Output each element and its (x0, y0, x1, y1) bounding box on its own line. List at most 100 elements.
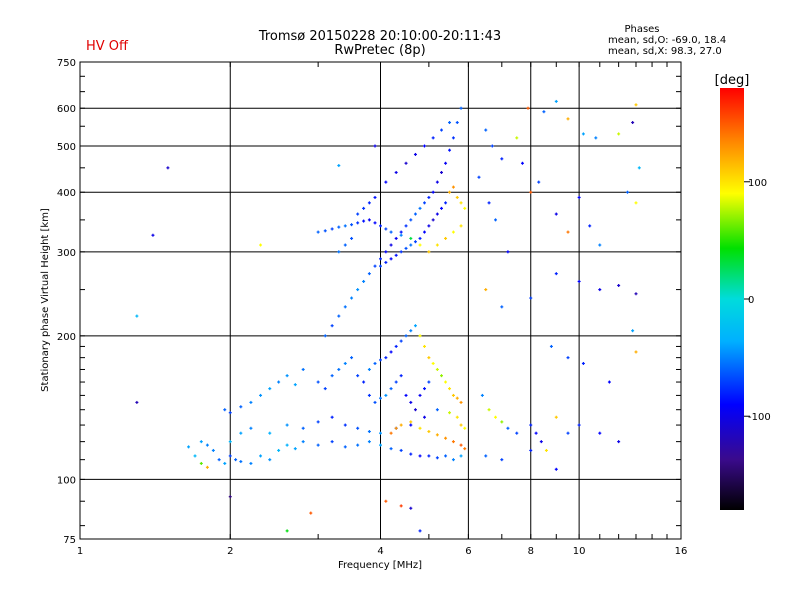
data-point (500, 458, 504, 462)
data-point (448, 148, 452, 152)
data-point (440, 128, 444, 132)
data-point (389, 447, 393, 451)
data-point (422, 230, 426, 234)
data-point (484, 288, 488, 292)
data-point (356, 288, 360, 292)
x-tick-label: 8 (528, 546, 534, 557)
data-point (477, 175, 481, 179)
data-point (451, 440, 455, 444)
data-point (394, 380, 398, 384)
data-point (301, 367, 305, 371)
data-point (549, 344, 553, 348)
data-point (135, 314, 139, 318)
data-point (399, 374, 403, 378)
data-point (529, 448, 533, 452)
data-point (418, 426, 422, 430)
data-point (379, 264, 382, 268)
data-point (384, 499, 388, 503)
data-point (234, 458, 238, 462)
data-point (249, 461, 253, 465)
x-axis-ticks: 1 2 4 6 8 10 16 (77, 62, 688, 557)
data-point (350, 223, 354, 227)
data-point (427, 430, 431, 434)
data-point (309, 511, 313, 515)
data-point (554, 99, 558, 103)
data-point (484, 128, 488, 132)
colorbar-tick-label: 0 (748, 295, 754, 306)
data-point (459, 454, 463, 458)
data-point (356, 426, 360, 430)
data-point (409, 506, 413, 510)
data-point (404, 334, 408, 338)
y-axis-label: Stationary phase Virtual Height [km] (40, 208, 51, 392)
data-point (379, 224, 382, 228)
data-point (330, 374, 334, 378)
data-point (440, 170, 444, 174)
data-point (277, 380, 281, 384)
data-point (594, 136, 598, 140)
data-point (581, 361, 585, 365)
data-point (316, 380, 320, 384)
data-point (529, 423, 533, 427)
data-point (444, 236, 448, 240)
data-point (323, 387, 327, 391)
data-point (577, 279, 581, 283)
data-point (249, 400, 253, 404)
data-point (223, 461, 227, 465)
data-point (427, 380, 431, 384)
data-point (451, 185, 455, 189)
data-point (422, 387, 426, 391)
data-point (239, 460, 243, 464)
data-point (367, 393, 371, 397)
data-point (330, 227, 334, 231)
data-point (534, 431, 538, 435)
colorbar-tick-label: 100 (748, 178, 767, 189)
data-point (404, 246, 408, 250)
data-point (301, 440, 305, 444)
x-tick-label: 16 (675, 546, 688, 557)
data-point (617, 132, 621, 136)
data-point (500, 157, 504, 161)
data-point (268, 431, 272, 435)
data-point (343, 305, 347, 309)
data-point (367, 430, 371, 434)
data-point (544, 448, 548, 452)
data-point (394, 426, 398, 430)
data-point (444, 454, 448, 458)
data-point (435, 456, 439, 460)
data-point (451, 458, 455, 462)
data-point (399, 250, 403, 254)
data-point (440, 374, 444, 378)
data-point (634, 350, 638, 354)
x-tick-label: 4 (377, 546, 383, 557)
data-point (427, 454, 431, 458)
data-point (459, 423, 463, 427)
y-tick-label: 75 (63, 535, 76, 546)
data-point (448, 121, 452, 125)
x-tick-label: 10 (573, 546, 586, 557)
data-point (422, 344, 426, 348)
y-tick-label: 400 (57, 188, 76, 199)
data-point (135, 400, 139, 404)
data-point (268, 387, 272, 391)
data-point (529, 296, 533, 300)
data-point (542, 110, 546, 114)
data-point (316, 420, 320, 424)
data-point (217, 458, 221, 462)
data-point (631, 121, 635, 125)
data-point (330, 324, 334, 328)
data-point (389, 230, 393, 234)
data-point (259, 454, 263, 458)
data-point (337, 250, 341, 254)
data-point (634, 103, 638, 107)
data-point (373, 195, 377, 199)
data-point (389, 431, 393, 435)
data-point (384, 180, 388, 184)
data-point (367, 218, 371, 222)
data-point (343, 423, 347, 427)
y-tick-label: 750 (57, 58, 76, 69)
data-point (422, 415, 426, 419)
y-axis-ticks: 75 100 200 300 400 500 600 750 (57, 58, 681, 546)
data-point (293, 447, 297, 451)
